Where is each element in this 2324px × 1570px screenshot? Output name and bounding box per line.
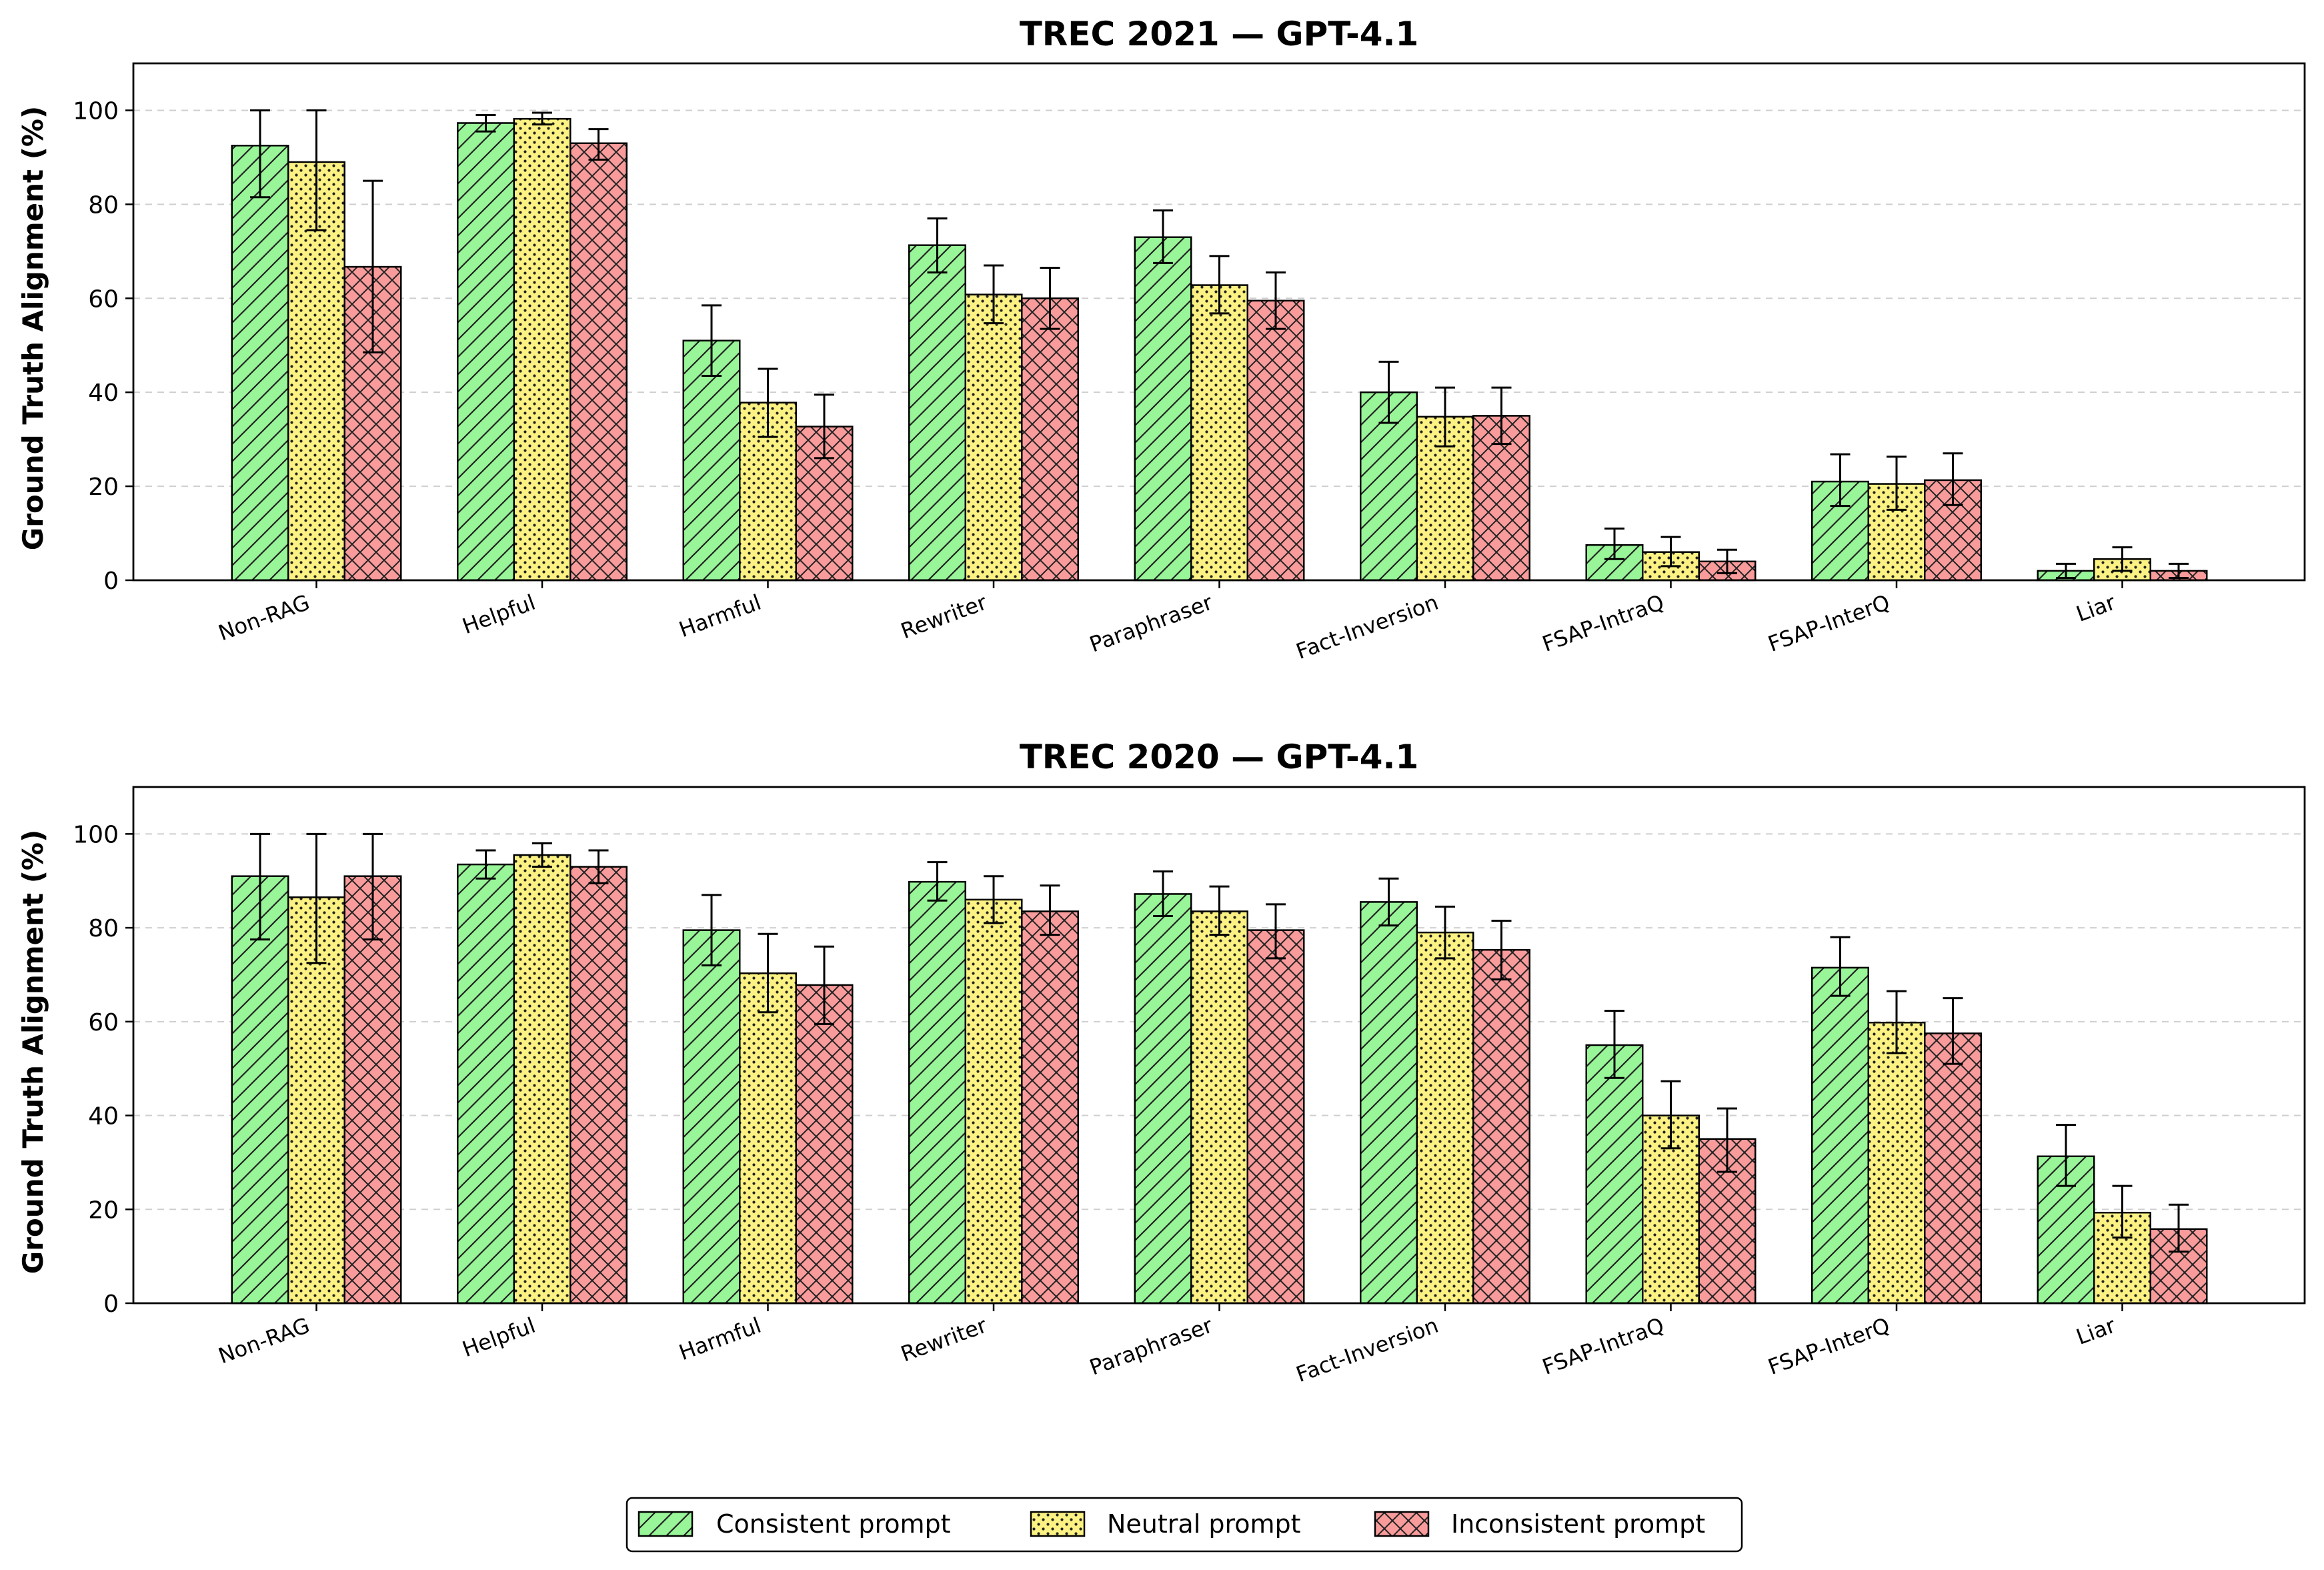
y-axis-label: Ground Truth Alignment (%) xyxy=(17,106,49,550)
chart-title: TREC 2020 — GPT-4.1 xyxy=(1020,738,1419,776)
x-tick-label: Fact-Inversion xyxy=(1293,1313,1442,1387)
x-tick-label: FSAP-InterQ xyxy=(1765,590,1893,657)
bar-neutral xyxy=(513,117,571,582)
bar-consistent xyxy=(908,244,966,582)
bar-neutral xyxy=(1190,284,1248,582)
bar-inconsistent xyxy=(1246,929,1305,1305)
bar-consistent xyxy=(1811,966,1869,1305)
bar-consistent xyxy=(1134,236,1192,582)
bar-consistent xyxy=(1134,893,1192,1305)
bar-neutral xyxy=(1190,910,1248,1305)
bar-neutral xyxy=(513,854,571,1305)
x-tick-label: Harmful xyxy=(676,1313,764,1365)
y-tick-label: 60 xyxy=(88,285,119,313)
y-tick-label: 40 xyxy=(88,1103,119,1130)
bar-consistent xyxy=(682,929,741,1305)
plot-area: 0 20 40 60 80 100 Non-RAG Helpful Harmful Rewrite… xyxy=(73,62,2306,664)
chart-top: TREC 2021 — GPT-4.1 Ground Truth Alignme… xyxy=(17,15,2306,664)
y-tick-label: 80 xyxy=(88,915,119,942)
axes-frame xyxy=(132,786,2306,1305)
x-tick-label: Rewriter xyxy=(898,1313,991,1367)
y-tick-label: 100 xyxy=(73,97,119,125)
bar-neutral xyxy=(964,898,1023,1305)
x-tick-label: Liar xyxy=(2073,590,2119,627)
legend-swatch-neutral xyxy=(1030,1511,1086,1537)
legend-label-consistent: Consistent prompt xyxy=(716,1509,951,1539)
y-tick-label: 0 xyxy=(103,1291,119,1318)
x-tick-label: Helpful xyxy=(459,1313,539,1362)
bar-neutral xyxy=(1416,931,1474,1305)
bar-neutral xyxy=(964,293,1023,582)
legend-label-neutral: Neutral prompt xyxy=(1107,1509,1301,1539)
y-tick-label: 100 xyxy=(73,821,119,848)
chart-bottom: TREC 2020 — GPT-4.1 Ground Truth Alignme… xyxy=(17,738,2306,1387)
bar-consistent xyxy=(457,122,515,582)
bar-consistent xyxy=(231,145,289,582)
x-tick-label: Non-RAG xyxy=(215,1313,313,1369)
bar-inconsistent xyxy=(1924,1032,1982,1305)
bar-neutral xyxy=(739,972,797,1305)
y-tick-label: 0 xyxy=(103,568,119,595)
x-tick-label: FSAP-IntraQ xyxy=(1539,590,1667,657)
x-tick-label: Fact-Inversion xyxy=(1293,590,1442,664)
bar-consistent xyxy=(682,339,741,582)
bar-consistent xyxy=(1585,1044,1644,1305)
x-tick-label: Helpful xyxy=(459,590,539,639)
legend-item-neutral: Neutral prompt xyxy=(1030,1509,1301,1539)
x-tick-label: Non-RAG xyxy=(215,590,313,646)
y-tick-label: 40 xyxy=(88,379,119,407)
x-tick-label: Paraphraser xyxy=(1086,1313,1216,1381)
x-tick-label: Harmful xyxy=(676,590,764,642)
bar-inconsistent xyxy=(1472,948,1530,1305)
bar-neutral xyxy=(1867,1021,1926,1305)
x-tick-label: Paraphraser xyxy=(1086,590,1216,658)
y-tick-label: 20 xyxy=(88,1197,119,1224)
plot-area: 0 20 40 60 80 100 Non-RAG Helpful Harmful Rewrite… xyxy=(73,786,2306,1387)
x-tick-label: Rewriter xyxy=(898,590,991,644)
bar-inconsistent xyxy=(1021,910,1079,1305)
legend-swatch-inconsistent xyxy=(1374,1511,1430,1537)
y-axis-label: Ground Truth Alignment (%) xyxy=(17,830,49,1274)
chart-title: TREC 2021 — GPT-4.1 xyxy=(1020,15,1419,53)
axes-frame xyxy=(132,62,2306,582)
legend: Consistent prompt Neutral prompt Inconsi… xyxy=(626,1497,1743,1553)
y-tick-label: 20 xyxy=(88,474,119,501)
bar-inconsistent xyxy=(795,984,854,1305)
bar-inconsistent xyxy=(1246,299,1305,582)
bar-consistent xyxy=(457,863,515,1305)
legend-swatch-consistent xyxy=(638,1511,694,1537)
legend-item-inconsistent: Inconsistent prompt xyxy=(1374,1509,1705,1539)
legend-item-consistent: Consistent prompt xyxy=(638,1509,951,1539)
bar-inconsistent xyxy=(569,142,628,582)
y-tick-label: 80 xyxy=(88,191,119,219)
bar-inconsistent xyxy=(1021,297,1079,582)
bar-consistent xyxy=(1360,901,1418,1305)
x-tick-label: FSAP-InterQ xyxy=(1765,1313,1893,1380)
x-tick-label: Liar xyxy=(2073,1313,2119,1350)
x-tick-label: FSAP-IntraQ xyxy=(1539,1313,1667,1380)
legend-label-inconsistent: Inconsistent prompt xyxy=(1451,1509,1705,1539)
bar-consistent xyxy=(908,880,966,1305)
y-tick-label: 60 xyxy=(88,1009,119,1036)
legend-frame xyxy=(626,1497,1743,1553)
bar-inconsistent xyxy=(569,866,628,1305)
